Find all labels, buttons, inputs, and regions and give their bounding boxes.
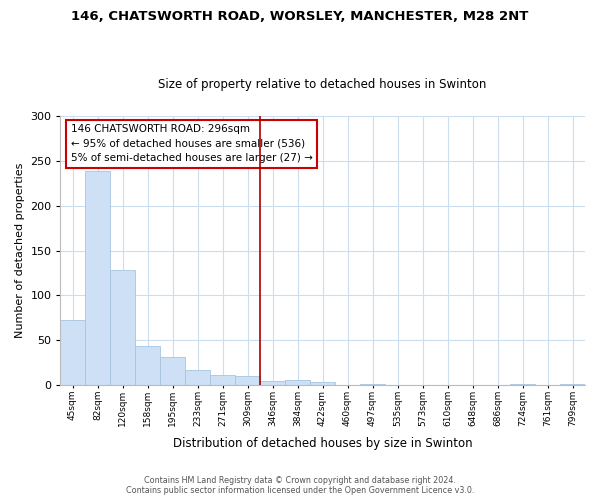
Bar (510, 384, 535, 386)
Bar (110, 270, 135, 386)
Text: 146, CHATSWORTH ROAD, WORSLEY, MANCHESTER, M28 2NT: 146, CHATSWORTH ROAD, WORSLEY, MANCHESTE… (71, 10, 529, 23)
Bar (60, 320, 85, 386)
Bar (560, 384, 585, 386)
Bar (160, 358, 185, 386)
Bar (185, 370, 210, 386)
Bar (360, 384, 385, 386)
Bar (135, 346, 160, 386)
Y-axis label: Number of detached properties: Number of detached properties (15, 163, 25, 338)
Bar (285, 380, 310, 386)
Bar (85, 172, 110, 386)
Bar (210, 374, 235, 386)
Title: Size of property relative to detached houses in Swinton: Size of property relative to detached ho… (158, 78, 487, 91)
Bar (260, 381, 285, 386)
X-axis label: Distribution of detached houses by size in Swinton: Distribution of detached houses by size … (173, 437, 472, 450)
Text: Contains HM Land Registry data © Crown copyright and database right 2024.
Contai: Contains HM Land Registry data © Crown c… (126, 476, 474, 495)
Bar (235, 376, 260, 386)
Text: 146 CHATSWORTH ROAD: 296sqm
← 95% of detached houses are smaller (536)
5% of sem: 146 CHATSWORTH ROAD: 296sqm ← 95% of det… (71, 124, 313, 164)
Bar (310, 382, 335, 386)
